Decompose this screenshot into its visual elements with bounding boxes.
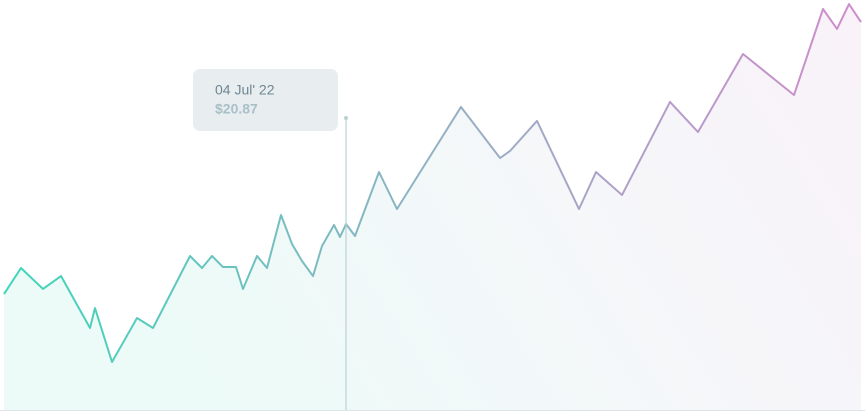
tooltip-box — [193, 69, 338, 131]
tooltip-date: 04 Jul' 22 — [215, 82, 275, 98]
area — [4, 4, 861, 411]
crosshair-dot — [344, 116, 348, 120]
price-line — [3, 3, 862, 363]
tooltip-price: $20.87 — [215, 101, 258, 117]
tooltip: 04 Jul' 22 $20.87 — [193, 69, 338, 131]
